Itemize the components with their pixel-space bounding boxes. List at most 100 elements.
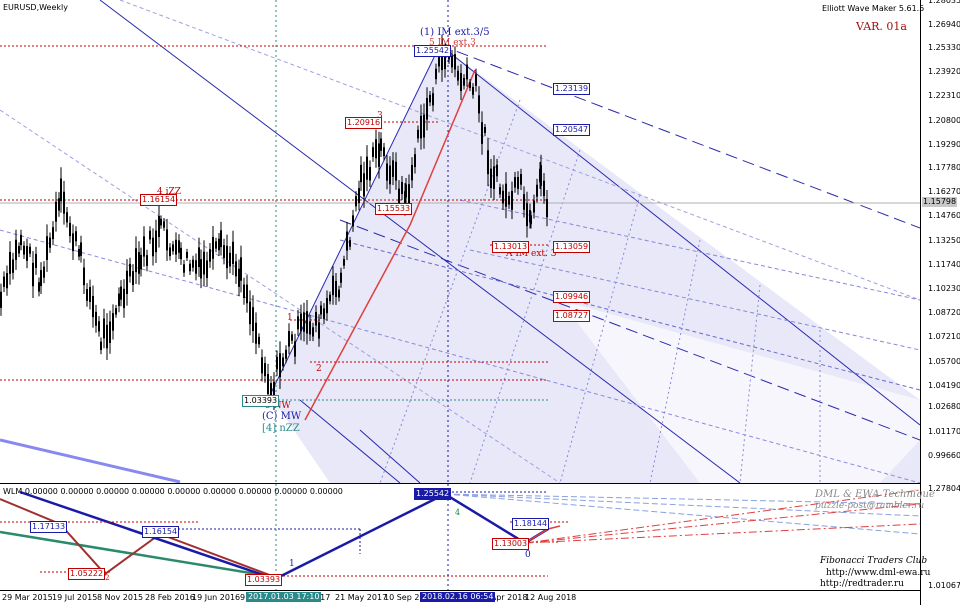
sub-label-2: 2 [105, 574, 110, 582]
candle-body [360, 164, 362, 183]
price-axis-label: 1.22310 [928, 91, 960, 100]
candle-body [78, 248, 80, 257]
price-axis-label: 1.05700 [928, 357, 960, 366]
candle-body [103, 318, 105, 339]
candle-body [163, 221, 165, 228]
candle-body [389, 165, 391, 185]
time-axis-label: 9 [240, 593, 246, 602]
candle-body [246, 284, 248, 304]
credit-line-4: http://www.dml-ewa.ru [826, 568, 931, 578]
candle-body [463, 77, 465, 86]
price-axis[interactable]: 1.28035 1.26940 1.25330 1.23920 1.22310 1.208… [920, 0, 960, 605]
candle-body [343, 259, 345, 266]
candle-body [386, 163, 388, 181]
time-axis-label: 12 Aug 2018 [525, 593, 577, 602]
candle-body [23, 245, 25, 255]
price-axis-label: 0.99660 [928, 451, 960, 460]
level-box-120547: 1.20547 [553, 124, 591, 136]
candle-body [3, 276, 5, 287]
candle-body [240, 257, 242, 281]
candle-body [536, 184, 538, 197]
candle-body [306, 311, 308, 334]
candle-body [60, 178, 62, 202]
candle-body [546, 199, 548, 218]
candle-body [484, 126, 486, 134]
candle-body [329, 294, 331, 302]
candle-body [276, 356, 278, 370]
candle-body [258, 336, 260, 345]
candle-body [493, 166, 495, 189]
candle-body [405, 184, 407, 198]
wave-label-3: 3 [377, 111, 383, 121]
credit-line-3: Fibonacci Traders Club [820, 556, 928, 566]
candle-body [423, 114, 425, 138]
main-chart-window[interactable]: EURUSD,Weekly Elliott Wave Maker 5.61.5 … [0, 0, 924, 484]
candle-body [29, 246, 31, 254]
wave-label-top2: 5 IM ext.3 [429, 38, 476, 48]
candle-body [120, 286, 122, 300]
indicator-name: Elliott Wave Maker 5.61.5 [822, 4, 925, 13]
sub-box-103393: 1.03393 [245, 574, 283, 586]
candle-body [383, 147, 385, 157]
candle-body [261, 357, 263, 374]
candle-body [392, 160, 394, 177]
candle-body [444, 52, 446, 70]
price-axis-label: 1.04190 [928, 381, 960, 390]
level-box-109946: 1.09946 [553, 291, 591, 303]
candle-body [398, 188, 400, 206]
candle-body [338, 289, 340, 298]
time-axis-label: 21 May 2017 [335, 593, 388, 602]
candle-body [12, 259, 14, 273]
sub-chart-canvas [0, 484, 920, 590]
candle-body [0, 291, 2, 308]
candle-body [169, 247, 171, 257]
variant-label: VAR. 01a [856, 20, 907, 33]
wave-label-1: 1 [287, 313, 293, 323]
candle-body [417, 129, 419, 139]
candle-body [526, 203, 528, 227]
candle-body [543, 180, 545, 197]
candle-body [66, 212, 68, 223]
current-price-tag: 1.15798 [922, 197, 958, 207]
candle-body [297, 316, 299, 330]
level-box-113013: 1.13013 [492, 241, 530, 253]
level-box-103393: 1.03393 [242, 395, 280, 407]
candle-body [249, 301, 251, 325]
candle-body [143, 236, 145, 257]
candle-body [46, 236, 48, 260]
candle-body [358, 188, 360, 204]
price-axis-label: 1.28035 [928, 0, 960, 5]
price-axis-label: 1.16270 [928, 187, 960, 196]
candle-body [520, 174, 522, 185]
level-box-115533: 1.15533 [375, 203, 413, 215]
candle-body [155, 230, 157, 253]
sub-label-0: 0 [525, 550, 531, 560]
candle-body [203, 251, 205, 275]
sub-indicator-window[interactable]: WLM 0.00000 0.00000 0.00000 0.00000 0.00… [0, 484, 935, 591]
level-box-113059: 1.13059 [553, 241, 591, 253]
candle-body [158, 216, 160, 237]
sub-box-118144: 1.18144 [512, 518, 550, 530]
candle-body [294, 341, 296, 357]
candle-body [270, 383, 272, 398]
candle-body [454, 54, 456, 70]
candle-body [469, 81, 471, 89]
price-axis-label: 1.23920 [928, 67, 960, 76]
wave-label-2: 2 [316, 364, 322, 374]
candle-body [235, 261, 237, 277]
price-axis-label: 1.26940 [928, 20, 960, 29]
candle-body [514, 177, 516, 188]
candle-body [460, 73, 462, 92]
candle-body [481, 122, 483, 144]
date-flag-1: 2017.01.03 17:10 [246, 592, 322, 602]
trendline-d [339, 219, 920, 441]
time-axis-label: 10 Sep 2017 [384, 593, 435, 602]
candle-body [215, 241, 217, 249]
price-axis-label: 1.07210 [928, 332, 960, 341]
candle-body [35, 253, 37, 268]
wave-label-mw: (C) MW [262, 411, 302, 422]
price-axis-label: 1.19290 [928, 140, 960, 149]
candle-body [496, 164, 498, 177]
sub-box-113003: 1.13003 [492, 538, 530, 550]
candle-body [55, 201, 57, 222]
